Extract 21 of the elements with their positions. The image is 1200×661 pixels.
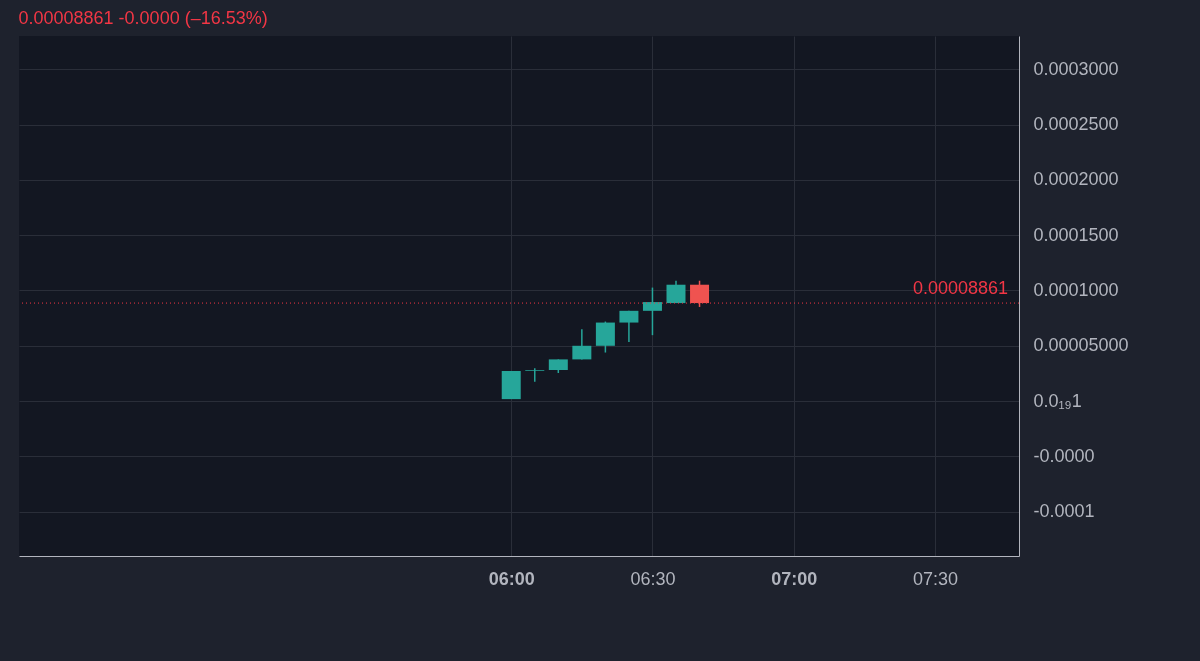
y-tick-label: 0.0001500 <box>1033 224 1119 245</box>
y-tick-label: 0.0001000 <box>1033 279 1119 300</box>
x-tick-label: 06:30 <box>630 568 676 589</box>
ref-line-label: 0.00008861 <box>912 278 1008 299</box>
y-tick-label: 0.0₁₉1 <box>1033 390 1082 411</box>
candlestick <box>642 286 662 336</box>
y-tick-label: 0.00005000 <box>1033 335 1129 356</box>
candlestick <box>619 310 639 343</box>
candlestick <box>595 320 615 354</box>
candlestick <box>525 367 545 383</box>
y-tick-label: 0.0002000 <box>1033 169 1119 190</box>
x-tick-label: 07:00 <box>771 568 818 589</box>
y-tick-label: 0.0003000 <box>1033 58 1119 79</box>
candlestick <box>572 328 592 361</box>
candlestick <box>690 279 710 308</box>
chart-title: 0.00008861 -0.0000 (–16.53%) <box>18 8 268 28</box>
y-tick-label: -0.0001 <box>1033 501 1095 522</box>
x-tick-label: 06:00 <box>488 568 535 589</box>
y-tick-label: -0.0000 <box>1033 445 1095 466</box>
x-tick-label: 07:30 <box>912 568 958 589</box>
y-tick-label: 0.0002500 <box>1033 114 1119 135</box>
